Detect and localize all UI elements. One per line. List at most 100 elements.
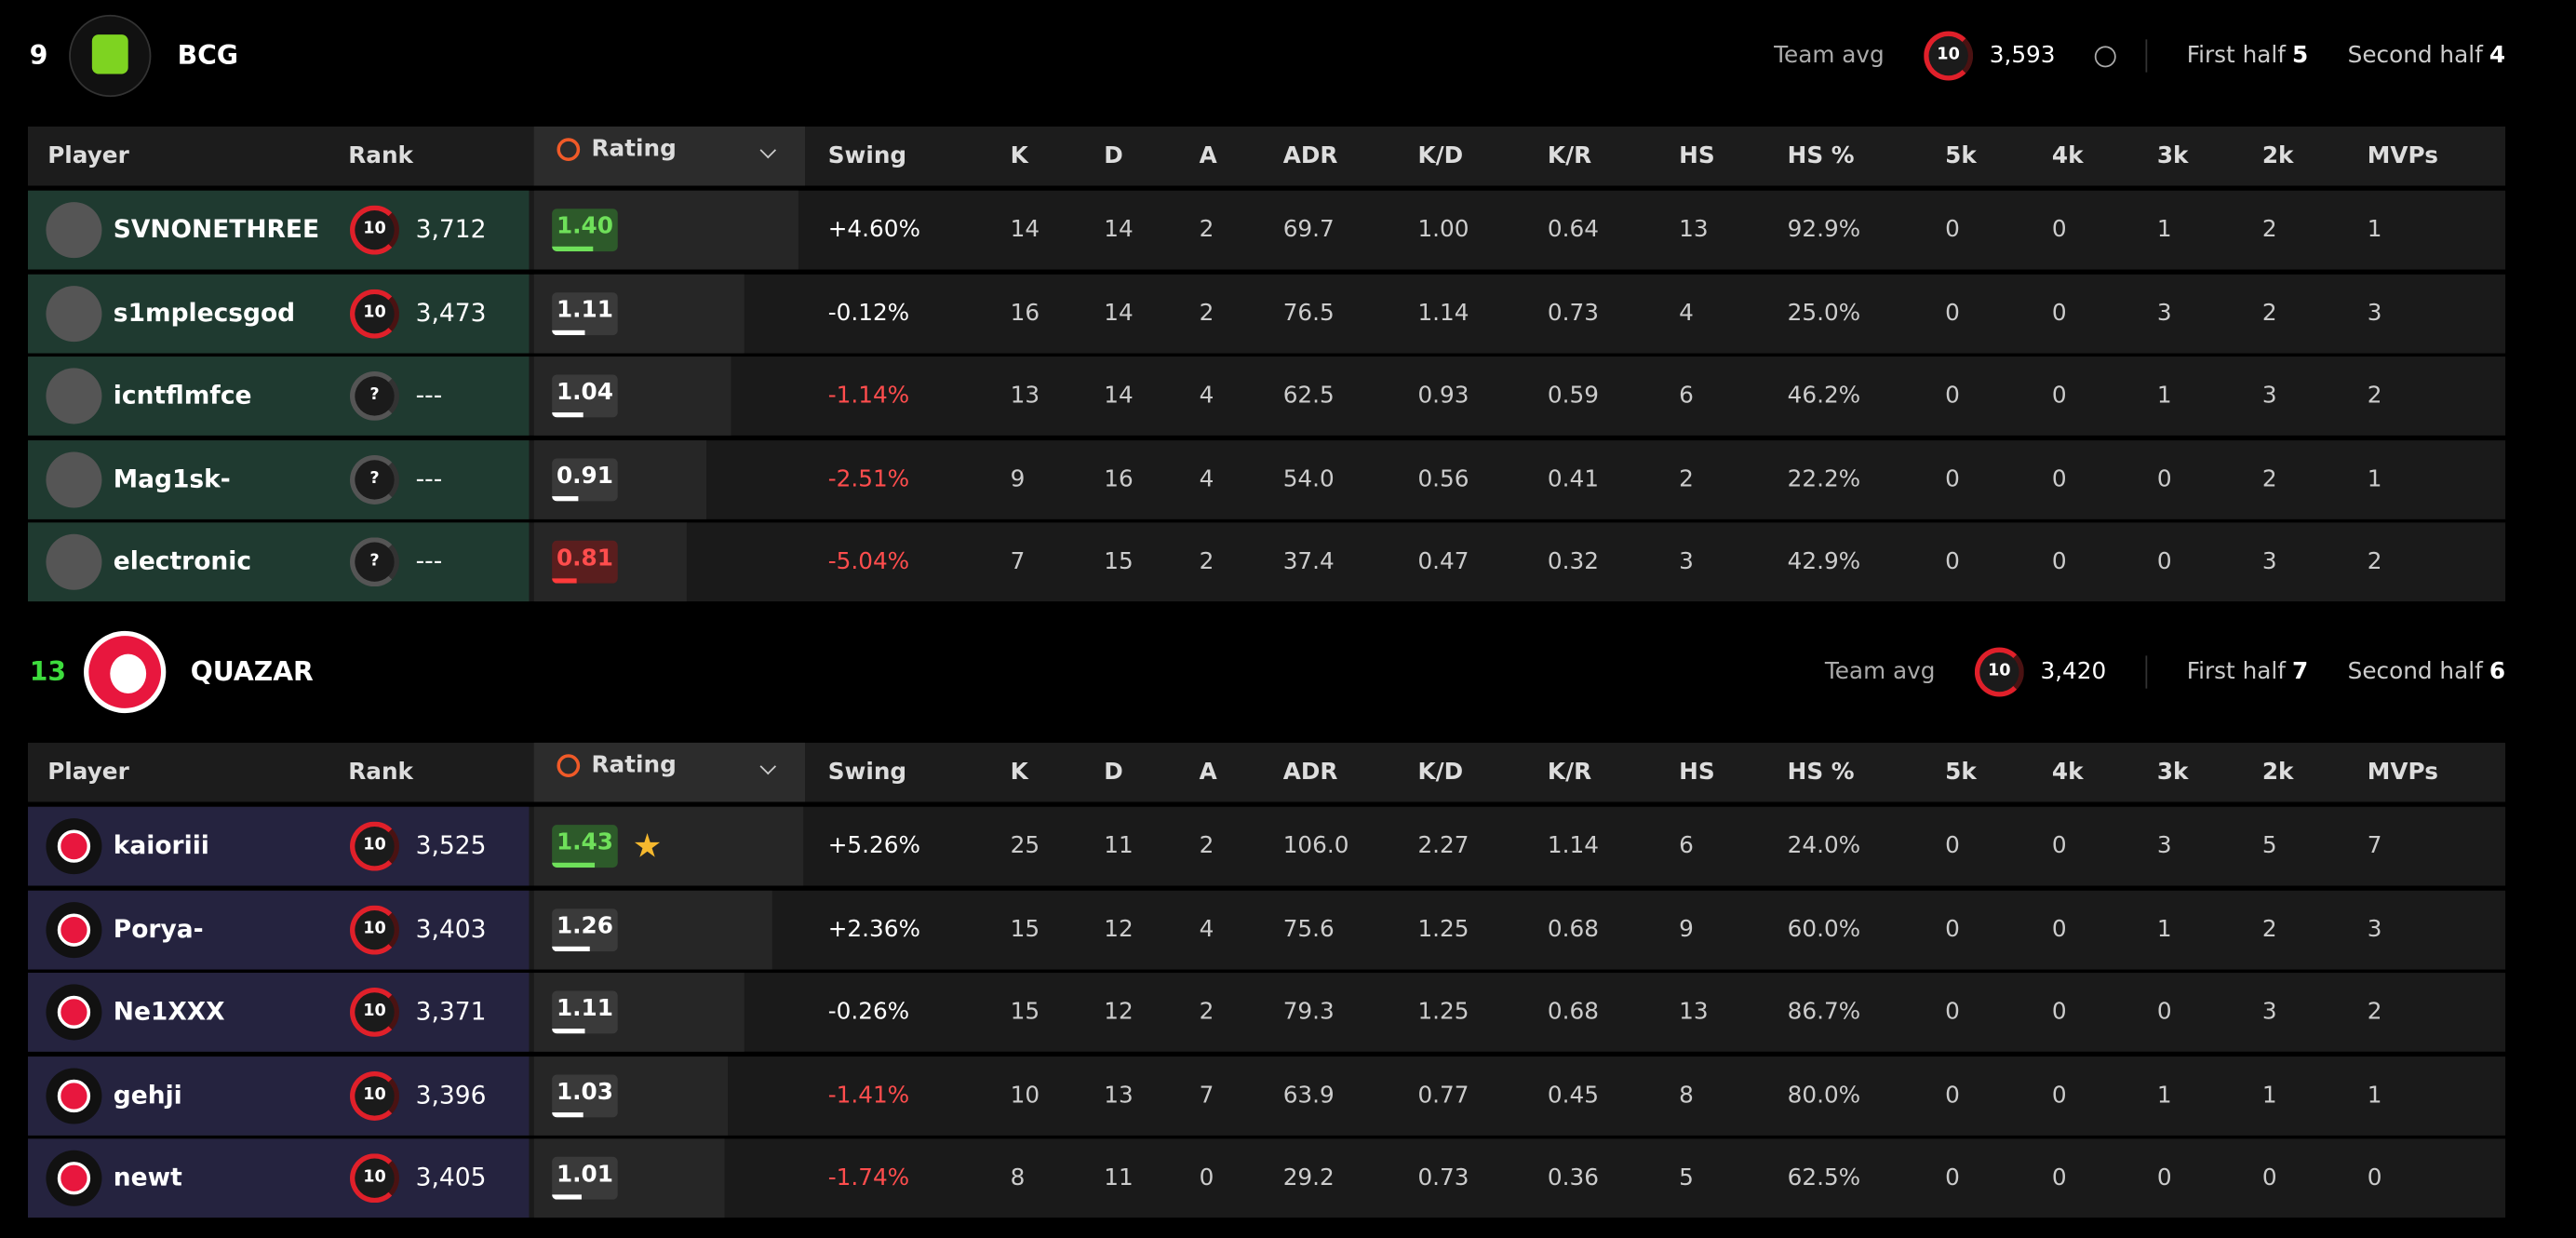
- stat-value: 0.64: [1547, 217, 1599, 244]
- team-summary: Team avg 10 3,593 First half 5 Second half 4: [1774, 31, 2506, 81]
- stat-value: 80.0%: [1787, 1082, 1861, 1110]
- avatar-logo: [57, 996, 91, 1029]
- rating-header-bg: [533, 742, 806, 802]
- avatar-logo: [57, 1162, 91, 1196]
- first-half-label: First half: [2186, 658, 2286, 686]
- stat-value: 6: [1679, 833, 1694, 860]
- team-avg-badge: 10: [1924, 31, 1974, 81]
- stat-value: 63.9: [1282, 1082, 1335, 1110]
- stat-value: 1.25: [1417, 916, 1469, 943]
- rating-value: 1.43: [556, 829, 613, 856]
- stat-value: 3: [2156, 833, 2172, 860]
- avatar: [46, 202, 102, 259]
- rating-bar: [552, 1029, 585, 1034]
- rating-chip: 1.03: [552, 1074, 618, 1118]
- rank-level: 10: [363, 220, 386, 238]
- rating-value: 1.40: [556, 213, 613, 240]
- stat-value: 42.9%: [1787, 549, 1861, 576]
- stat-value: 0: [1945, 300, 1960, 327]
- column-header: Player: [47, 759, 129, 786]
- stat-value: 29.2: [1282, 1165, 1335, 1192]
- player-name: Mag1sk-: [113, 464, 231, 494]
- stat-value: 3: [2367, 916, 2382, 943]
- rating-chip: 1.43: [552, 825, 618, 868]
- stat-value: 0: [1945, 1165, 1960, 1192]
- stat-value: 0: [2051, 1165, 2067, 1192]
- rating-chip: 1.11: [552, 291, 618, 335]
- stat-value: 106.0: [1282, 833, 1349, 860]
- rank-badge: 10: [350, 988, 399, 1038]
- second-half-value: 6: [2489, 658, 2506, 686]
- column-header: MVPs: [2367, 142, 2438, 169]
- column-header: K/R: [1547, 759, 1592, 786]
- stat-value: 8: [1679, 1082, 1694, 1110]
- stat-value: 0: [2051, 465, 2067, 493]
- column-header: D: [1104, 759, 1123, 786]
- stat-value: 13: [1010, 383, 1040, 410]
- first-half-value: 5: [2292, 42, 2309, 70]
- stat-value: 1.14: [1547, 833, 1599, 860]
- rank-badge: 10: [350, 1070, 399, 1121]
- header-bg: [28, 126, 2506, 186]
- avatar-logo: [57, 829, 91, 863]
- rank-value: 3,473: [415, 297, 487, 328]
- rank-level: 10: [363, 919, 386, 938]
- column-header: 4k: [2051, 142, 2084, 169]
- player-name: SVNONETHREE: [113, 214, 320, 245]
- player-cell-bg: [28, 274, 530, 353]
- rating-value: 1.01: [556, 1162, 613, 1190]
- stat-value: 2: [1199, 300, 1214, 327]
- player-cell-bg: [28, 523, 530, 602]
- rank-badge: 10: [350, 205, 399, 255]
- rank-value: 3,405: [415, 1163, 487, 1193]
- stat-value: 2: [2261, 217, 2277, 244]
- stat-value: 1: [2261, 1082, 2277, 1110]
- rank-badge: ?: [350, 537, 399, 587]
- first-half-label: First half: [2186, 42, 2286, 70]
- rating-value: 1.26: [556, 912, 613, 940]
- stat-value: 1: [2156, 217, 2172, 244]
- stat-value: 0: [1945, 999, 1960, 1026]
- rating-value: 1.03: [556, 1079, 613, 1106]
- rank-level: ?: [369, 552, 380, 572]
- stat-value: 8: [1010, 1165, 1026, 1192]
- stat-value: 2: [1199, 217, 1214, 244]
- rating-bar: [552, 1111, 583, 1118]
- header-bg: [28, 742, 2506, 802]
- rank-badge: ?: [350, 371, 399, 422]
- stat-value: 11: [1104, 833, 1134, 860]
- stat-value: 2: [1199, 999, 1214, 1026]
- info-icon: [2094, 45, 2116, 67]
- stat-value: 6: [1679, 383, 1694, 410]
- swing-value: -1.74%: [827, 1165, 910, 1192]
- swing-value: +2.36%: [827, 916, 920, 943]
- stat-value: 11: [1104, 1165, 1134, 1192]
- player-cell-bg: [28, 806, 530, 886]
- column-header: 2k: [2261, 759, 2294, 786]
- stat-value: 1.14: [1417, 300, 1469, 327]
- stat-value: 0: [1945, 217, 1960, 244]
- rating-chip: 1.01: [552, 1157, 618, 1201]
- stat-value: 62.5%: [1787, 1165, 1861, 1192]
- team-logo-mark: [110, 653, 147, 693]
- stat-value: 25: [1010, 833, 1040, 860]
- player-name: icntflmfce: [113, 381, 252, 410]
- rank-value: ---: [415, 546, 443, 577]
- stat-value: 1: [2367, 465, 2382, 493]
- column-header: K: [1010, 759, 1028, 786]
- stat-value: 0: [2156, 999, 2172, 1026]
- rank-badge: 10: [350, 1153, 399, 1204]
- rank-badge: 10: [350, 904, 399, 954]
- stat-value: 37.4: [1282, 549, 1335, 576]
- rank-level: 10: [363, 303, 386, 322]
- stat-value: 4: [1199, 465, 1214, 493]
- rating-icon: [557, 754, 581, 777]
- player-cell-bg: [28, 357, 530, 437]
- rating-value: 1.04: [556, 380, 613, 407]
- stat-value: 2.27: [1417, 833, 1469, 860]
- stat-value: 1: [2156, 916, 2172, 943]
- second-half-value: 4: [2489, 42, 2506, 70]
- stat-value: 76.5: [1282, 300, 1335, 327]
- stat-value: 15: [1010, 916, 1040, 943]
- stat-value: 14: [1104, 300, 1134, 327]
